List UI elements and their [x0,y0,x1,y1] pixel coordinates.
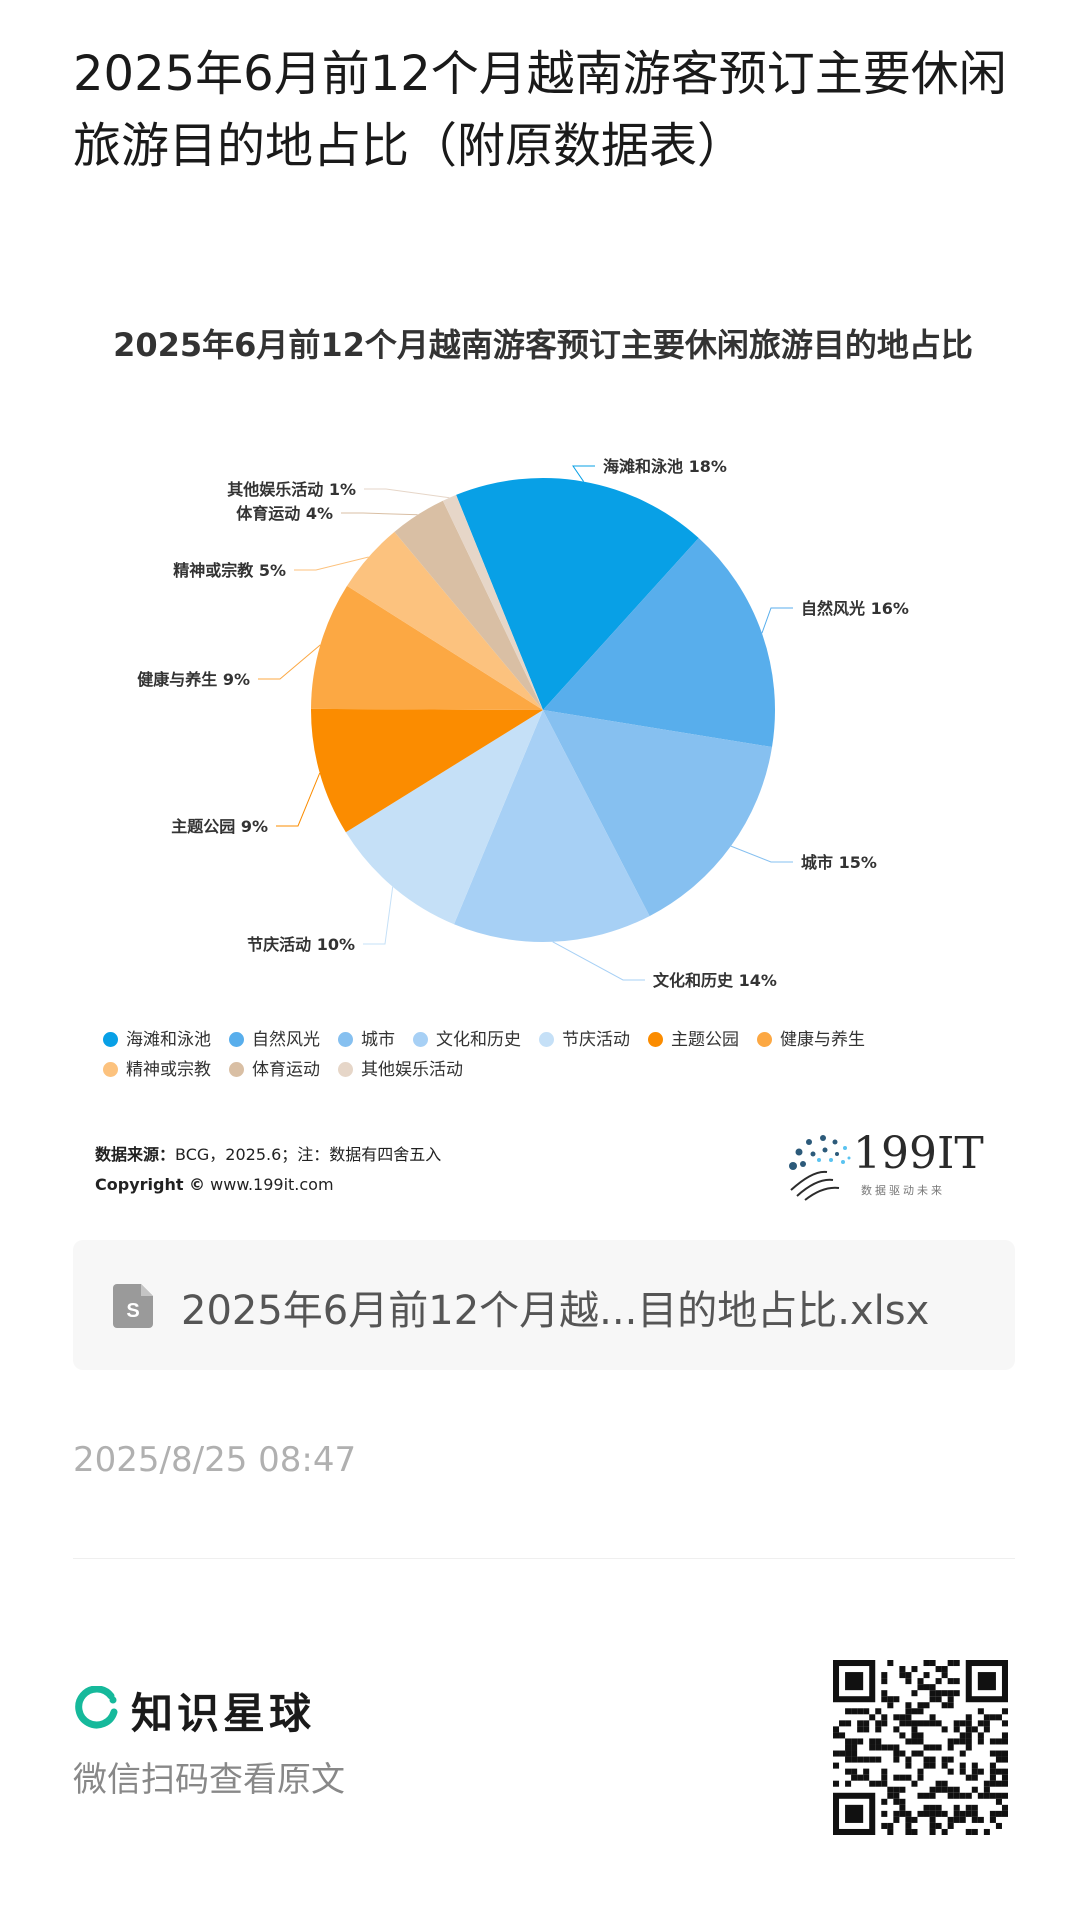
legend-swatch [539,1032,554,1047]
legend-label: 城市 [361,1030,395,1050]
divider [73,1558,1015,1559]
data-label: 健康与养生 9% [137,670,250,689]
copyright-label: Copyright © [95,1175,206,1194]
data-label: 体育运动 4% [236,504,333,523]
legend-item: 城市 [338,1025,395,1055]
pie-slice [345,710,543,925]
leader-line [294,556,369,571]
legend-label: 精神或宗教 [126,1060,211,1080]
post-timestamp: 2025/8/25 08:47 [73,1440,357,1480]
copyright-text: www.199it.com [210,1175,334,1194]
source-note: 数据来源：BCG，2025.6；注：数据有四舍五入 Copyright © ww… [95,1140,441,1200]
leader-line [258,644,321,680]
pie-slice [311,585,543,710]
leader-line [572,465,595,482]
brand-logo: 199IT 数据驱动未来 [783,1128,1003,1208]
legend-swatch [103,1062,118,1077]
legend-swatch [413,1032,428,1047]
pie-slice [454,710,650,942]
legend-label: 文化和历史 [436,1030,521,1050]
legend-label: 主题公园 [671,1030,739,1050]
leader-line [761,607,793,634]
legend-item: 其他娱乐活动 [338,1055,463,1085]
chart-legend: 海滩和泳池 自然风光 城市 文化和历史 节庆活动 主题公园 健康与养生精神或宗教 体育运动 其他… [103,1025,1003,1085]
legend-swatch [757,1032,772,1047]
legend-item: 文化和历史 [413,1025,521,1055]
leader-line [364,488,450,499]
svg-text:S: S [126,1300,139,1322]
source-text: BCG，2025.6；注：数据有四舍五入 [175,1145,442,1164]
legend-label: 海滩和泳池 [126,1030,211,1050]
leader-line [730,845,793,863]
spreadsheet-file-icon: S [113,1284,153,1328]
dandelion-icon [789,1135,851,1201]
legend-item: 海滩和泳池 [103,1025,211,1055]
page-title: 2025年6月前12个月越南游客预订主要休闲旅游目的地占比（附原数据表） [73,46,1007,174]
legend-swatch [338,1062,353,1077]
pie-slice [442,494,543,710]
data-label: 文化和历史 14% [653,971,777,990]
source-label: 数据来源： [95,1145,176,1164]
qr-code-icon[interactable] [833,1660,1008,1835]
pie-slice [456,478,699,710]
data-label: 精神或宗教 5% [173,561,286,580]
leader-line [363,886,394,945]
legend-swatch [229,1062,244,1077]
legend-label: 健康与养生 [780,1030,865,1050]
data-label: 城市 15% [801,853,877,872]
data-label: 海滩和泳池 18% [603,457,727,476]
legend-item: 体育运动 [229,1055,320,1085]
attachment-card[interactable]: S 2025年6月前12个月越...目的地占比.xlsx [73,1240,1015,1370]
data-label: 主题公园 9% [171,817,268,836]
chart-title: 2025年6月前12个月越南游客预订主要休闲旅游目的地占比 [113,326,973,364]
legend-label: 其他娱乐活动 [361,1060,463,1080]
brand-name: 知识星球 [131,1689,316,1738]
pie-slice [543,538,776,748]
logo-subtitle: 数据驱动未来 [861,1184,945,1197]
leader-line [341,512,418,516]
legend-label: 自然风光 [252,1030,320,1050]
legend-swatch [103,1032,118,1047]
legend-label: 节庆活动 [562,1030,630,1050]
data-label: 其他娱乐活动 1% [227,480,356,499]
data-label: 自然风光 16% [801,599,909,618]
pie-slice [394,500,543,710]
legend-swatch [338,1032,353,1047]
attachment-file-name: 2025年6月前12个月越...目的地占比.xlsx [181,1288,930,1334]
legend-swatch [648,1032,663,1047]
pie-chart: 海滩和泳池 18% 自然风光 16% 城市 15% 文化和历史 14% 节庆活动 10%… [137,457,909,990]
chart-card: 2025年6月前12个月越南游客预订主要休闲旅游目的地占比 海滩和泳池 18% 自… [73,300,1013,1201]
scan-instruction: 微信扫码查看原文 [73,1760,345,1800]
legend-label: 体育运动 [252,1060,320,1080]
logo-text: 199IT [853,1128,984,1179]
legend-swatch [229,1032,244,1047]
planet-ring-icon [75,1686,118,1729]
leader-line [276,772,321,827]
legend-item: 节庆活动 [539,1025,630,1055]
leader-line [552,941,645,981]
legend-item: 主题公园 [648,1025,739,1055]
legend-item: 精神或宗教 [103,1055,211,1085]
legend-item: 健康与养生 [757,1025,865,1055]
pie-slice [311,708,543,833]
legend-item: 自然风光 [229,1025,320,1055]
pie-slice [543,710,773,917]
data-label: 节庆活动 10% [247,935,355,954]
pie-slice [347,531,543,710]
